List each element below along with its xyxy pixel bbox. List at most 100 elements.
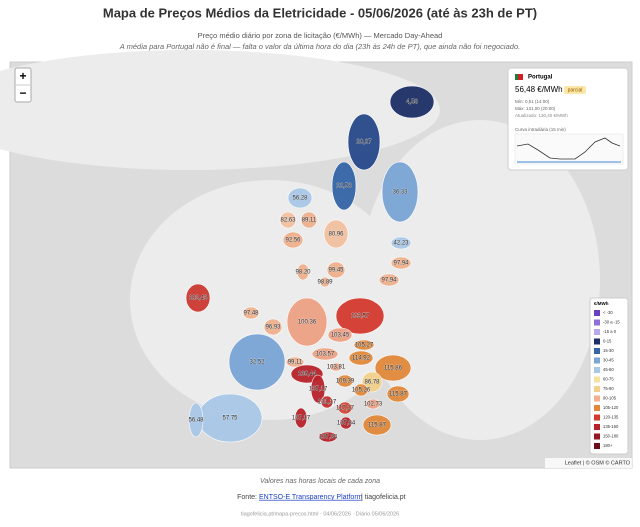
legend-label: 15-30 [603, 348, 614, 353]
zone-area [390, 236, 412, 250]
land [0, 50, 440, 170]
attribution-box [545, 458, 632, 468]
zone-area [319, 276, 331, 288]
zone-area [331, 161, 357, 211]
zone-price: 103,81 [327, 365, 346, 371]
zone-price: 42,23 [393, 241, 409, 247]
zoom-out[interactable]: − [19, 86, 26, 100]
zone-price: 117,17 [336, 406, 355, 412]
badge-box [564, 86, 586, 94]
sparkline [516, 137, 621, 160]
zone-area [279, 211, 297, 229]
source-link[interactable]: ENTSO-E Transparency Platform [259, 494, 363, 501]
legend-swatch [594, 376, 600, 383]
legend-swatch [594, 414, 600, 421]
zone-area [329, 362, 343, 372]
price: 56,48 €/MWh [515, 85, 563, 94]
zone-area [285, 356, 305, 368]
zone-area [310, 374, 326, 404]
zone-price: 97,94 [393, 261, 409, 267]
flag-red [518, 74, 523, 80]
zone-price: 115,87 [389, 392, 408, 398]
zone-price: 22,58 [336, 184, 352, 190]
zone-price: 136,44 [298, 372, 317, 378]
max: Máx: 131,00 (20:00) [515, 106, 556, 111]
legend-label: -15 a 0 [603, 329, 617, 334]
legend-label: 180+ [603, 443, 613, 448]
legend-swatch [594, 386, 600, 392]
legend-swatch [594, 348, 600, 354]
zone-price: 97,48 [243, 311, 259, 317]
zone-price: 97,94 [381, 278, 397, 284]
zoom-in[interactable]: + [19, 69, 26, 83]
legend-swatch [594, 357, 600, 364]
zone-area [365, 398, 381, 410]
zone-area [286, 297, 328, 347]
zone-price: 98,89 [317, 280, 333, 286]
title: Mapa de Preços Médios da Eletricidade - … [103, 5, 537, 20]
zone-price: 115,86 [384, 366, 403, 372]
zone-area [320, 395, 334, 409]
zone-area [348, 350, 374, 366]
zone-price: 131,17 [318, 400, 337, 406]
zone-price: 36,33 [392, 190, 408, 196]
zone-area [339, 416, 353, 430]
zone-area [263, 318, 283, 336]
min: Mín: 0,51 (14:00) [515, 99, 550, 104]
zone-price: 20,27 [356, 140, 372, 146]
legend-label: 105-120 [603, 405, 619, 410]
zone-price: 32,52 [249, 360, 265, 366]
zone-price: 82,63 [280, 218, 296, 224]
zone-price: 56,48 [188, 418, 204, 424]
sparkline-band [517, 161, 621, 163]
updated: Atualizado: 130,40 €/MWh [515, 113, 568, 118]
zone-area [294, 407, 308, 429]
legend-swatch [594, 367, 600, 373]
zone-area [311, 347, 339, 361]
zone-area [381, 161, 419, 223]
zone-price: 105,26 [352, 388, 371, 394]
zone-price: 114,92 [352, 356, 371, 362]
legend-label: -30 a -15 [603, 320, 620, 325]
hours-note: Valores nas horas locais de cada zona [260, 478, 380, 485]
sparkline-box [514, 133, 624, 165]
country: Portugal [528, 75, 553, 81]
legend-label: 150-180 [603, 434, 619, 439]
meta: tiagofelicia.pt/mapa-precos.html · 04/06… [241, 511, 399, 517]
zone-price: 102,73 [364, 402, 383, 408]
land [205, 275, 255, 345]
legend-swatch [594, 433, 600, 440]
zone-price: 89,11 [302, 218, 317, 224]
zone-area [353, 383, 369, 397]
curve-label: Curva intradiária (15 min) [515, 127, 566, 132]
zone-price: 80,96 [328, 232, 344, 238]
source-suffix: | tiagofelicia.pt [361, 494, 406, 501]
zone-price: 57,75 [222, 416, 238, 422]
zone-area [378, 273, 400, 287]
legend-label: 90-105 [603, 396, 617, 401]
legend-swatch [594, 443, 600, 449]
zones: 4,58 20,27 22,58 36,33 56,28 82,63 89,11 80,96 9… [0, 50, 600, 443]
legend-label: 120-135 [603, 415, 619, 420]
zone-area [287, 187, 313, 209]
zone-price: 98,20 [295, 270, 311, 276]
zone-area [323, 219, 349, 249]
zone-area [326, 261, 346, 279]
zone-price: 103,57 [316, 352, 335, 358]
zone-area [242, 306, 260, 320]
zone-area [185, 283, 211, 313]
legend-label: 75-90 [603, 386, 614, 391]
legend-swatch [594, 405, 600, 411]
zoom-control: + − [14, 67, 32, 103]
zone-price: 100,36 [298, 320, 317, 326]
zone-area [300, 211, 318, 229]
zone-area [228, 333, 286, 391]
legend-swatch [594, 338, 600, 345]
badge: parcial [568, 87, 583, 93]
legend-swatch [594, 329, 600, 335]
zone-price: 4,58 [406, 100, 418, 106]
zone-price: 102,43 [189, 296, 208, 302]
legend: €/MWh < -30 -30 a -15 -15 a 0 0-15 15-30 30-4… [589, 297, 629, 455]
